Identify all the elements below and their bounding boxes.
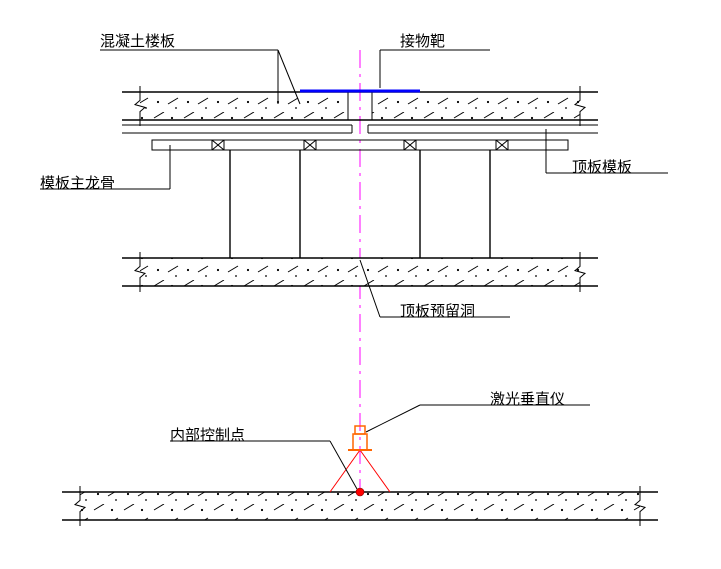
label-formwork-keel: 模板主龙骨 <box>40 172 115 193</box>
label-ceiling-formwork: 顶板模板 <box>572 156 632 177</box>
diagram-svg <box>0 0 721 569</box>
label-internal-ctrl-point: 内部控制点 <box>170 424 245 445</box>
label-laser-plummet: 激光垂直仪 <box>490 388 565 409</box>
label-reserved-hole: 顶板预留洞 <box>400 300 475 321</box>
label-target-plate: 接物靶 <box>400 30 445 51</box>
diagram-root: 混凝土楼板 接物靶 模板主龙骨 顶板模板 顶板预留洞 激光垂直仪 内部控制点 <box>0 0 721 569</box>
label-concrete-slab: 混凝土楼板 <box>100 30 175 51</box>
